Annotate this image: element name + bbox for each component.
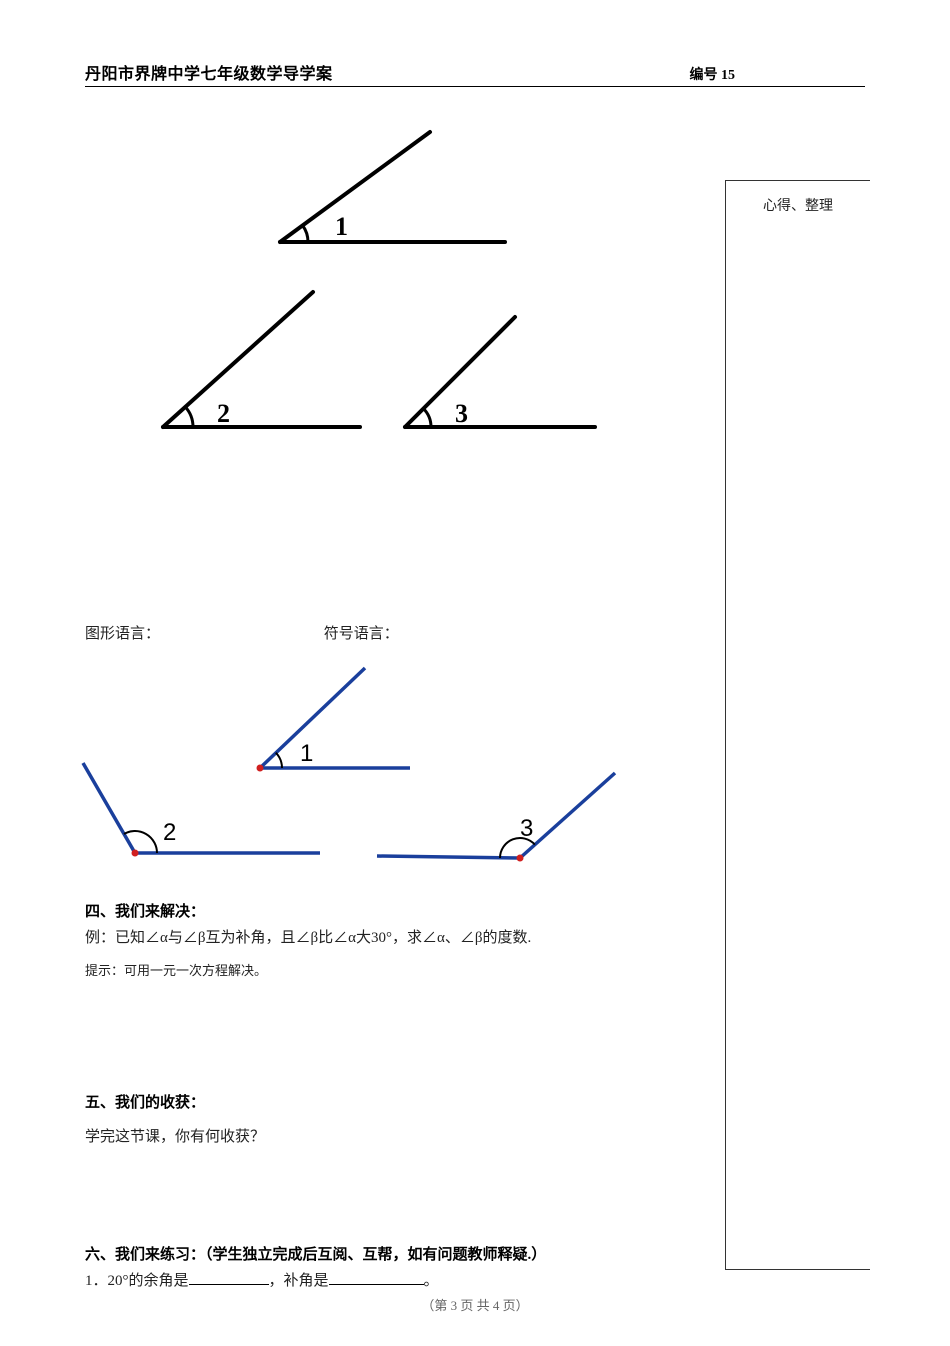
notes-sidebar: 心得、整理 [725, 180, 870, 1270]
svg-text:2: 2 [217, 399, 230, 428]
page-footer: （第 3 页 共 4 页） [0, 1295, 950, 1314]
svg-text:3: 3 [520, 815, 533, 842]
label-graphic-language: 图形语言： [85, 626, 160, 642]
svg-text:1: 1 [300, 740, 313, 767]
blank-complement [189, 1270, 269, 1285]
q1-pre: 1．20°的余角是 [85, 1273, 189, 1289]
svg-text:3: 3 [455, 399, 468, 428]
header-title: 丹阳市界牌中学七年级数学导学案 [85, 60, 333, 84]
blue-angles-figure: 1 2 3 [75, 658, 705, 878]
q1-end: 。 [424, 1273, 439, 1289]
label-symbol-language: 符号语言： [324, 626, 399, 642]
header-number: 编号 15 [690, 64, 736, 84]
blank-supplement [329, 1270, 424, 1285]
svg-text:1: 1 [335, 212, 348, 241]
example-text: 例：已知∠α与∠β互为补角，且∠β比∠α大30°，求∠α、∠β的度数. [85, 925, 705, 952]
section-4-heading: 四、我们来解决： [85, 900, 705, 921]
section-5-text: 学完这节课，你有何收获？ [85, 1124, 705, 1151]
q1-mid: ，补角是 [269, 1273, 329, 1289]
page-header: 丹阳市界牌中学七年级数学导学案 编号 15 [85, 60, 865, 87]
black-angles-figure: 1 2 3 [115, 117, 705, 452]
hint-text: 提示：可用一元一次方程解决。 [85, 960, 705, 979]
section-6-heading: 六、我们来练习：（学生独立完成后互阅、互帮，如有问题教师释疑.） [85, 1243, 705, 1264]
main-content: 1 2 3 图形语言： 符号语言： 1 2 3 四、我们来解决： 例：已知∠α与∠β互为… [85, 117, 705, 1295]
sidebar-title: 心得、整理 [763, 199, 833, 214]
question-1: 1．20°的余角是 ，补角是 。 [85, 1268, 705, 1295]
language-labels: 图形语言： 符号语言： [85, 622, 705, 643]
svg-text:2: 2 [163, 819, 176, 846]
section-5-heading: 五、我们的收获： [85, 1091, 705, 1112]
